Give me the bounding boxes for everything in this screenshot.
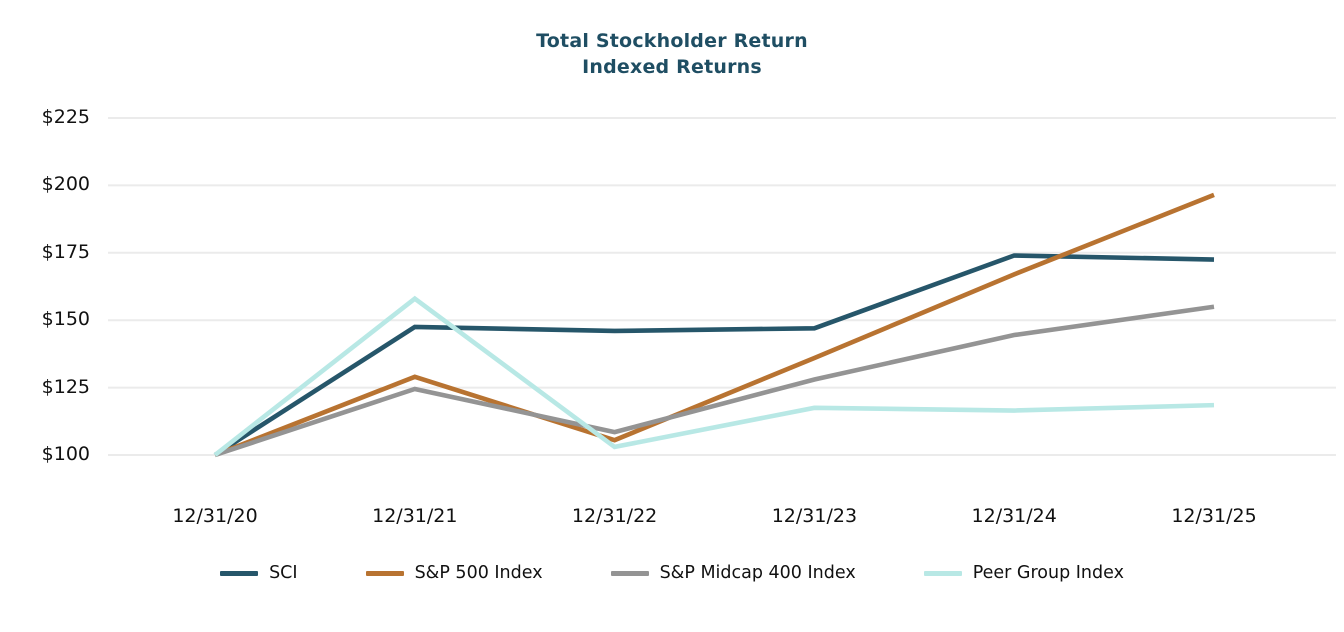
y-tick-label: $100 <box>41 443 90 465</box>
chart-title-line1: Total Stockholder Return <box>536 30 808 52</box>
y-tick-label: $125 <box>41 375 90 398</box>
legend-swatch <box>365 570 404 576</box>
series-line-sci <box>213 253 1215 457</box>
legend-swatch <box>923 570 962 576</box>
legend-item-s-p-midcap-400-index: S&P Midcap 400 Index <box>610 563 856 583</box>
x-tick-label: 12/31/20 <box>172 505 258 527</box>
legend-label: S&P Midcap 400 Index <box>659 563 856 583</box>
x-tick-label: 12/31/24 <box>971 505 1057 527</box>
chart-title: Total Stockholder Return Indexed Returns <box>0 28 1344 80</box>
legend-item-s-p-500-index: S&P 500 Index <box>365 563 543 583</box>
series-line-s-p-500-index <box>214 192 1215 458</box>
series-line-peer-group-index <box>213 295 1215 457</box>
legend-label: Peer Group Index <box>972 563 1124 583</box>
x-tick-label: 12/31/25 <box>1171 505 1257 527</box>
legend-swatch <box>220 570 259 576</box>
x-tick-label: 12/31/21 <box>372 505 458 527</box>
y-tick-label: $175 <box>41 240 90 263</box>
chart-legend: SCI S&P 500 Index S&P Midcap 400 Index Peer… <box>0 563 1344 583</box>
chart-title-line2: Indexed Returns <box>582 56 762 78</box>
legend-item-peer-group-index: Peer Group Index <box>923 563 1124 583</box>
y-tick-label: $150 <box>41 308 90 331</box>
series-line-s-p-midcap-400-index <box>214 304 1215 458</box>
y-tick-label: $200 <box>41 173 90 196</box>
legend-label: S&P 500 Index <box>414 563 543 583</box>
legend-item-sci: SCI <box>220 563 298 583</box>
y-tick-label: $225 <box>41 106 90 128</box>
x-tick-label: 12/31/22 <box>571 505 658 527</box>
x-tick-label: 12/31/23 <box>771 505 858 527</box>
legend-label: SCI <box>269 563 298 583</box>
legend-swatch <box>610 570 649 576</box>
